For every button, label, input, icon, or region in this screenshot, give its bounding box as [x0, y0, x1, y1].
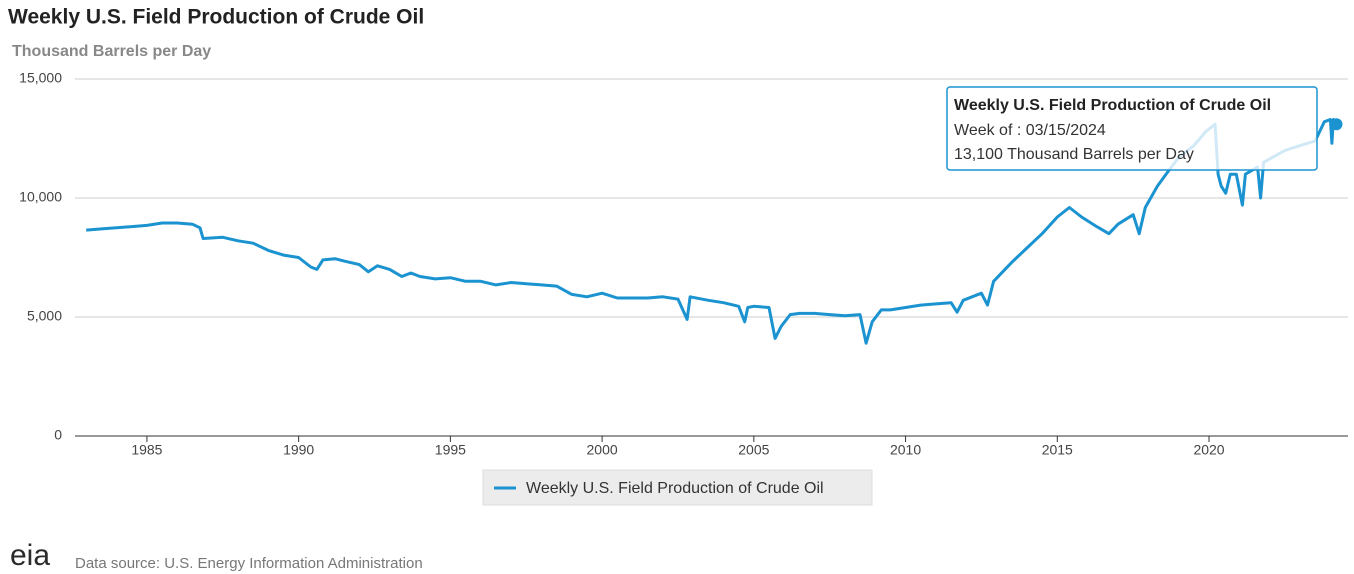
legend-label[interactable]: Weekly U.S. Field Production of Crude Oi… [526, 480, 824, 497]
y-tick-label: 0 [54, 427, 62, 443]
x-tick-label: 2015 [1042, 442, 1073, 458]
tooltip: Weekly U.S. Field Production of Crude Oi… [946, 86, 1318, 171]
logo: eia [10, 539, 50, 572]
x-tick-label: 2010 [890, 442, 921, 458]
x-tick-label: 2020 [1193, 442, 1224, 458]
source-note: Data source: U.S. Energy Information Adm… [75, 555, 423, 572]
chart-title: Weekly U.S. Field Production of Crude Oi… [8, 6, 424, 29]
y-axis-label: Thousand Barrels per Day [12, 43, 211, 60]
x-tick-label: 1990 [283, 442, 314, 458]
tooltip-box [946, 86, 1318, 171]
hover-marker [1330, 118, 1343, 131]
x-tick-label: 1985 [131, 442, 162, 458]
y-tick-label: 15,000 [19, 70, 62, 86]
tooltip-value: 13,100 Thousand Barrels per Day [954, 146, 1194, 163]
x-tick-label: 2000 [587, 442, 618, 458]
x-tick-label: 2005 [738, 442, 769, 458]
y-tick-label: 10,000 [19, 189, 62, 205]
legend-box [482, 469, 873, 506]
y-tick-label: 5,000 [27, 308, 62, 324]
tooltip-date: Week of : 03/15/2024 [954, 122, 1106, 139]
tooltip-title: Weekly U.S. Field Production of Crude Oi… [954, 97, 1271, 114]
x-tick-label: 1995 [435, 442, 466, 458]
